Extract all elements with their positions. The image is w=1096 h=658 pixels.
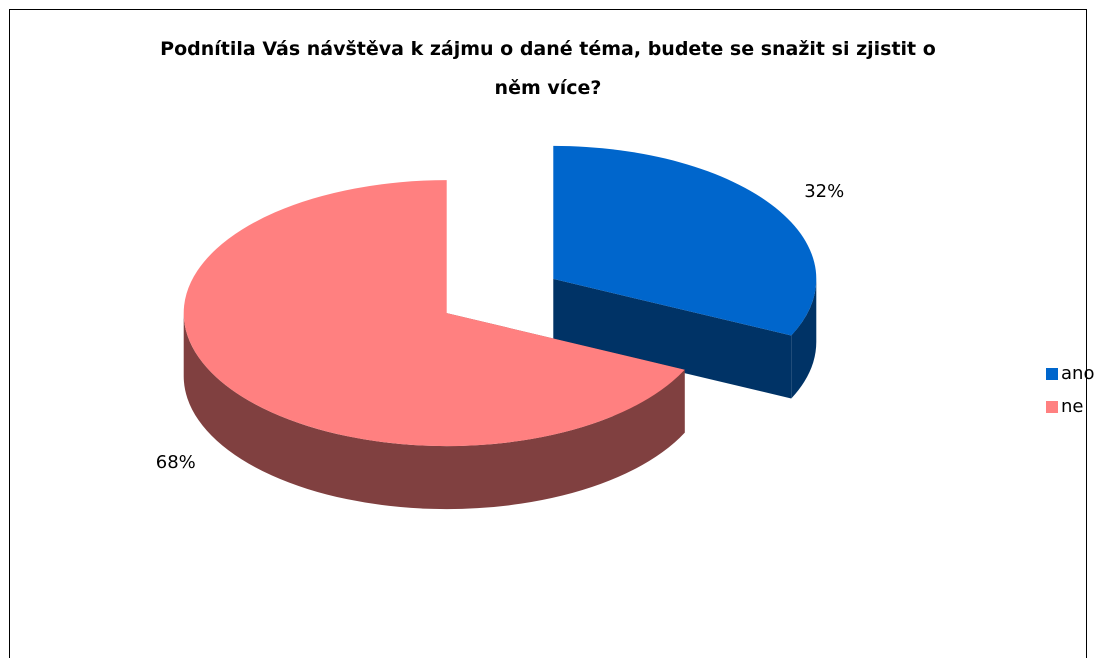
slice <box>553 145 817 336</box>
data-label: 32% <box>804 181 844 202</box>
frame <box>9 9 1087 658</box>
slice <box>183 180 685 447</box>
legend-swatch <box>1046 401 1058 413</box>
legend-swatch <box>1046 368 1058 380</box>
data-label: 68% <box>156 452 196 473</box>
legend-label: ano <box>1061 363 1094 384</box>
chart-title: Podnítila Vás návštěva k zájmu o dané té… <box>160 38 936 99</box>
legend-label: ne <box>1061 396 1083 417</box>
slice-side <box>183 313 685 510</box>
slice-face <box>553 278 792 399</box>
slice-side <box>791 278 817 399</box>
